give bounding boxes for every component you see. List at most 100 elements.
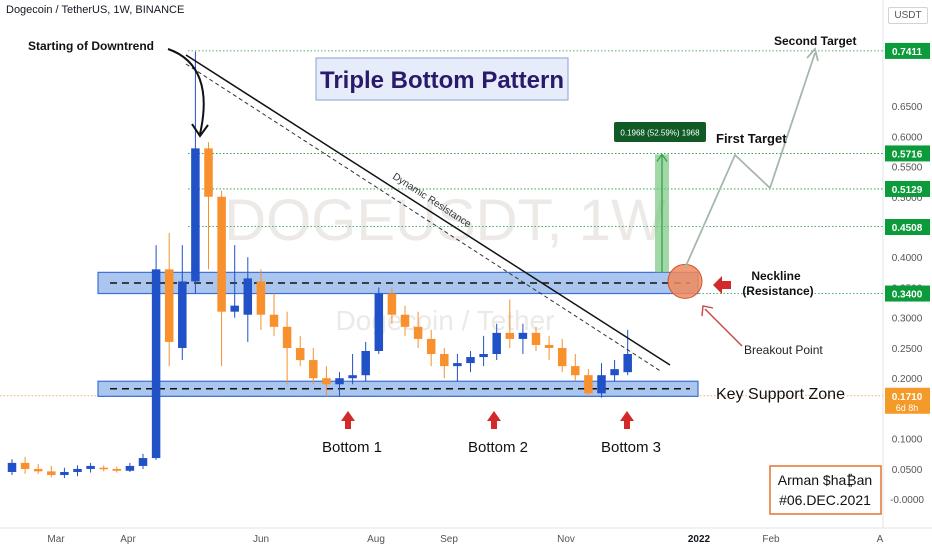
neckline-label: Neckline	[751, 269, 801, 283]
time-tick: Mar	[47, 534, 65, 545]
breakout-pointer-head	[701, 305, 714, 317]
current-price-tag-bg	[885, 387, 930, 414]
price-tick: 0.6500	[892, 102, 923, 113]
projection-path	[684, 52, 816, 269]
time-tick: Apr	[120, 534, 136, 545]
candle-body	[151, 269, 161, 459]
candle-body	[309, 360, 318, 379]
candle-body	[112, 468, 122, 471]
candle-body	[623, 354, 632, 373]
price-tick: 0.4000	[892, 253, 923, 264]
candle-body	[20, 462, 30, 469]
breakout-pointer	[704, 308, 743, 347]
dynamic-resistance-line	[185, 54, 671, 366]
candle-body	[125, 465, 135, 471]
support-zone-label: Key Support Zone	[716, 386, 845, 403]
price-tag: 0.3400	[892, 290, 923, 301]
watermark-name: Dogecoin / Tether	[336, 305, 555, 336]
symbol-title[interactable]: Dogecoin / TetherUS, 1W, BINANCE	[6, 4, 185, 16]
neckline-arrow	[713, 276, 731, 294]
price-tag-bg	[885, 285, 930, 302]
candle-body	[505, 332, 515, 339]
neckline-sublabel: (Resistance)	[742, 284, 813, 298]
measure-label: 0.1968 (52.59%) 1968	[620, 129, 700, 138]
candle-body	[204, 148, 213, 197]
bottom3-label: Bottom 3	[601, 439, 661, 456]
candle-body	[33, 468, 43, 472]
candle-body	[531, 332, 541, 345]
downtrend-arrowhead	[191, 123, 209, 138]
candle-body	[7, 462, 17, 472]
candle-body	[400, 314, 410, 327]
price-tick: -0.0000	[890, 495, 924, 506]
candle-body	[557, 347, 567, 367]
candle-body	[47, 471, 56, 476]
candle-body	[413, 326, 423, 339]
time-tick: Sep	[440, 534, 458, 545]
candle-body	[610, 369, 619, 376]
breakout-circle	[667, 263, 703, 299]
bottom2-label: Bottom 2	[468, 439, 528, 456]
bottom1-label: Bottom 1	[322, 439, 382, 456]
candle-body	[584, 375, 593, 394]
downtrend-arrow	[167, 48, 205, 135]
price-tag: 0.4508	[892, 223, 923, 234]
measure-arrowhead	[656, 153, 668, 162]
breakout-label: Breakout Point	[744, 343, 823, 357]
first-target-label: First Target	[716, 131, 787, 146]
candle-body	[60, 471, 69, 476]
measure-label-bg	[614, 122, 706, 142]
candle-body	[217, 196, 226, 312]
time-tick: Nov	[557, 534, 575, 545]
pattern-title-box	[315, 57, 569, 101]
candle-body	[295, 347, 305, 361]
price-tag-bg	[885, 180, 930, 197]
price-tick: 0.6000	[892, 132, 923, 143]
price-tick: 0.0500	[892, 465, 923, 476]
price-tag: 0.5716	[892, 149, 923, 160]
price-tag-bg	[885, 218, 930, 235]
candle-body	[322, 378, 331, 385]
candle-body	[138, 458, 148, 466]
y-axis-ticks: 0.7411 0.6500 0.6000 0.5500 0.5000 0.4508 0.40…	[885, 42, 930, 506]
time-tick: Feb	[762, 534, 780, 545]
candle-body	[544, 344, 554, 348]
current-price-countdown: 6d 8h	[896, 403, 919, 413]
candle-body	[99, 467, 108, 470]
candle-body	[426, 338, 436, 355]
price-tick: 0.5500	[892, 163, 923, 174]
bottom1-marker	[341, 411, 355, 429]
price-tag-bg	[885, 42, 930, 59]
candle-body	[282, 326, 292, 348]
candle-body	[73, 468, 82, 472]
dynamic-resistance-dashed	[185, 63, 663, 373]
price-tick: 0.3000	[892, 314, 923, 325]
price-tick: 0.5000	[892, 193, 923, 204]
candles	[7, 51, 632, 479]
time-axis[interactable]	[0, 528, 932, 550]
time-tick: A	[877, 534, 884, 545]
candle-body	[466, 357, 475, 364]
signature-box	[769, 465, 882, 515]
pattern-title: Triple Bottom Pattern	[320, 67, 564, 94]
candle-body	[387, 293, 397, 315]
candle-body	[453, 363, 462, 367]
candle-body	[518, 332, 528, 339]
candle-body	[374, 293, 384, 351]
candle-body	[597, 375, 606, 394]
second-target-label: Second Target	[774, 34, 856, 48]
candle-body	[230, 305, 239, 312]
candle-body	[440, 354, 449, 367]
price-axis[interactable]	[883, 0, 932, 528]
candle-body	[492, 332, 501, 355]
candle-body	[178, 281, 187, 348]
currency-selector[interactable]: USDT	[888, 7, 928, 24]
bottom3-marker	[620, 411, 634, 429]
candle-body	[479, 354, 488, 358]
candle-body	[571, 366, 580, 376]
time-tick: Aug	[367, 534, 385, 545]
price-tick: 0.2500	[892, 344, 923, 355]
candle-body	[164, 269, 174, 342]
annotation-start-downtrend: Starting of Downtrend	[28, 39, 154, 53]
